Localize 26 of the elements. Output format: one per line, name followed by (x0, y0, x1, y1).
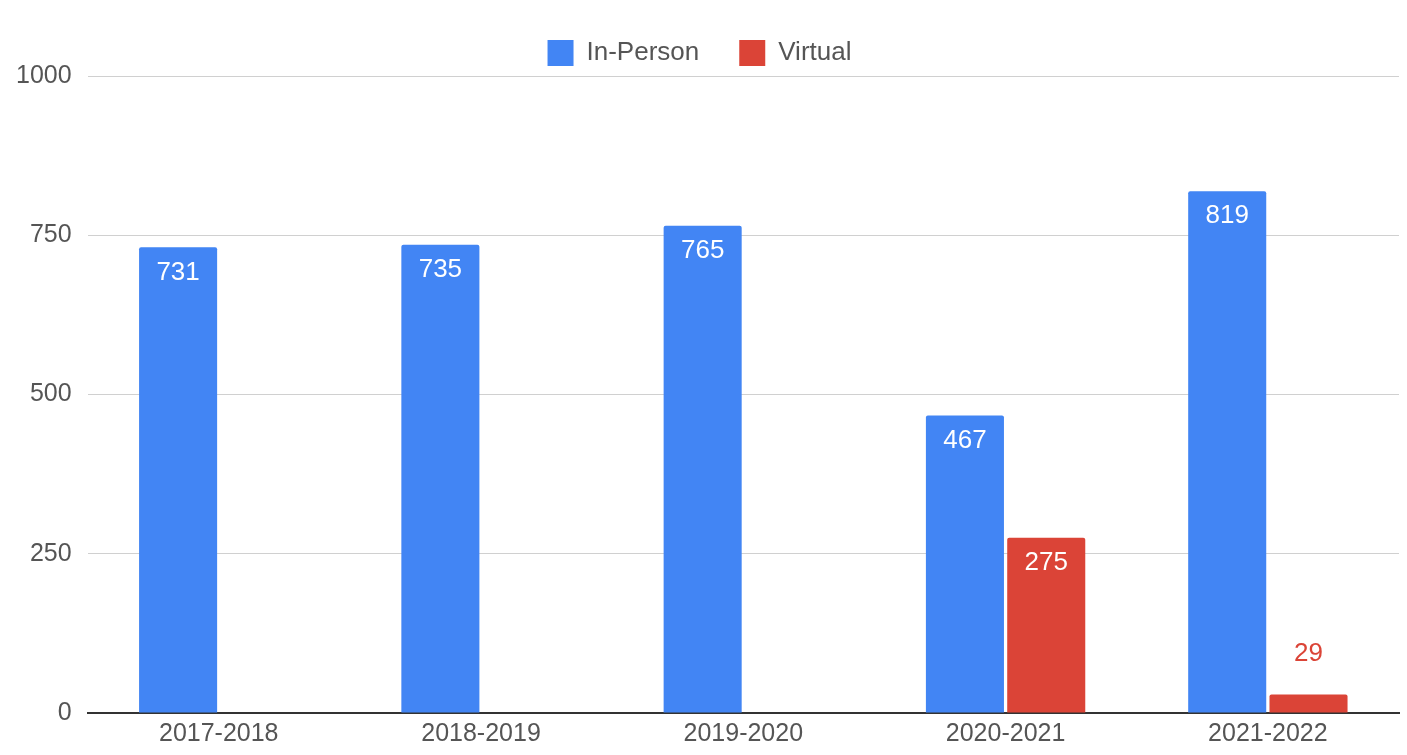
bar (139, 247, 218, 713)
data-label: 765 (680, 233, 725, 264)
x-tick-label: 2020-2021 (945, 717, 1066, 746)
bar (1269, 694, 1348, 713)
legend-label: Virtual (778, 36, 852, 67)
bar (401, 244, 480, 713)
bar (663, 225, 742, 713)
x-tick-label: 2017-2018 (158, 717, 279, 746)
x-tick-label: 2019-2020 (683, 717, 804, 746)
data-label: 467 (943, 423, 987, 454)
data-label: 275 (1024, 546, 1068, 576)
y-tick-label: 500 (29, 378, 72, 407)
data-label: 29 (1294, 636, 1323, 667)
data-label: 731 (156, 255, 200, 286)
bar (1188, 191, 1267, 713)
bar (1007, 537, 1086, 713)
data-label: 819 (1205, 199, 1249, 230)
y-tick-label: 0 (57, 696, 72, 725)
y-tick-label: 750 (29, 219, 72, 248)
x-tick-label: 2021-2022 (1208, 717, 1328, 746)
y-tick-label: 1000 (15, 59, 72, 88)
data-label: 735 (418, 252, 463, 283)
legend-label: In-Person (586, 36, 700, 67)
bar (925, 415, 1004, 713)
x-tick-label: 2018-2019 (421, 717, 541, 746)
y-tick-label: 250 (29, 537, 72, 566)
